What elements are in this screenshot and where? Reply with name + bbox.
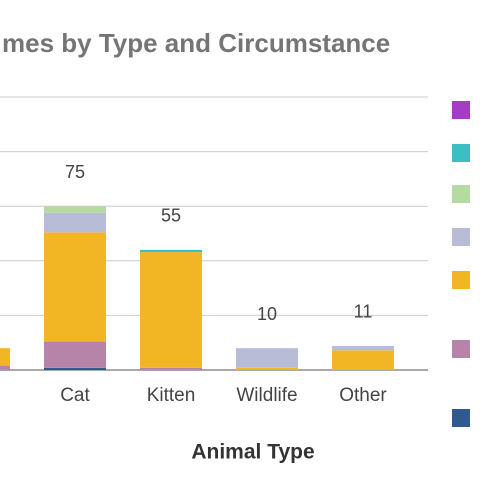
legend-swatch xyxy=(452,144,470,162)
bar-segment xyxy=(332,350,394,370)
chart-title: mes by Type and Circumstance xyxy=(2,28,390,58)
data-label: 11 xyxy=(354,302,373,322)
legend-swatch xyxy=(452,228,470,246)
data-label: 55 xyxy=(161,206,181,226)
bar-segment xyxy=(140,249,202,253)
x-tick-label: Cat xyxy=(60,385,90,406)
x-tick-label: Other xyxy=(339,385,387,406)
bar-segment xyxy=(236,367,298,370)
legend-swatch xyxy=(452,409,470,427)
bar-segment xyxy=(44,341,106,368)
bar-segment xyxy=(140,252,202,368)
bar-segment xyxy=(44,367,106,370)
legend-swatch xyxy=(452,340,470,358)
data-label: 75 xyxy=(65,162,85,182)
data-label: 10 xyxy=(257,304,277,324)
bar-segment xyxy=(44,206,106,213)
legend-swatch xyxy=(452,271,470,289)
legend-swatch xyxy=(452,101,470,119)
bar-segment xyxy=(0,365,10,370)
bar-segment xyxy=(140,367,202,370)
bar-segment xyxy=(332,345,394,351)
x-axis-label: Animal Type xyxy=(191,441,314,464)
bar-segment xyxy=(0,348,10,366)
bar-segment xyxy=(44,232,106,342)
legend-swatch xyxy=(452,185,470,203)
bar-segment xyxy=(236,348,298,368)
bar-segment xyxy=(44,212,106,233)
x-tick-label: Kitten xyxy=(147,385,196,406)
x-tick-label: Wildlife xyxy=(236,385,297,406)
